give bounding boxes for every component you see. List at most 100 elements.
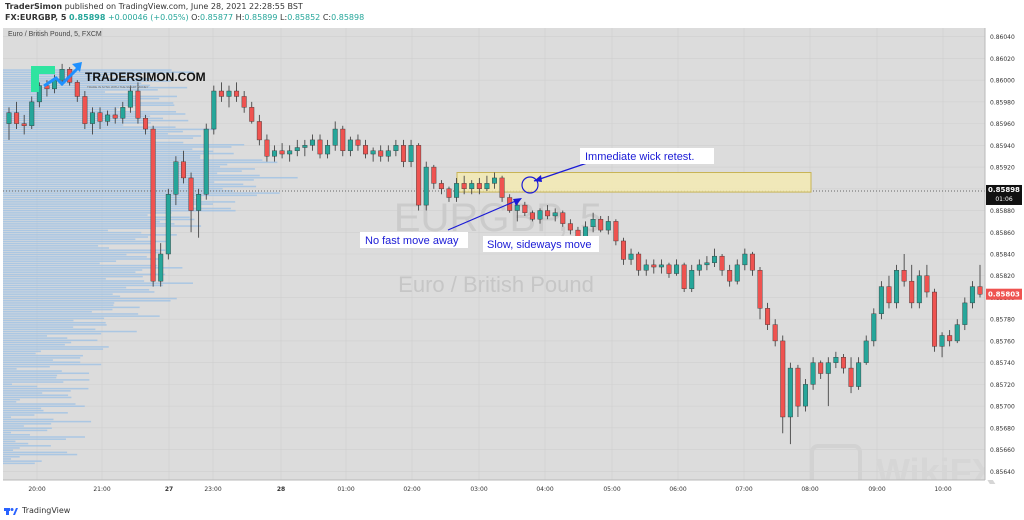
- candle-body: [620, 240, 626, 260]
- y-tick-label: 0.85980: [990, 99, 1015, 106]
- candle-body: [378, 150, 384, 157]
- x-tick-label: 09:00: [868, 486, 885, 493]
- profile-bar: [3, 357, 81, 359]
- profile-bar: [3, 449, 14, 451]
- candle-body: [969, 286, 975, 304]
- price-chart[interactable]: EURGBP, 5 Euro / British Pound WikiFX TR…: [0, 26, 1024, 502]
- profile-bar: [3, 326, 74, 328]
- profile-bar: [3, 154, 201, 157]
- candle-body: [560, 212, 566, 224]
- profile-bar: [3, 159, 263, 161]
- profile-bar: [3, 212, 172, 214]
- x-tick-label: 02:00: [403, 486, 420, 493]
- time-axis[interactable]: [3, 480, 985, 502]
- profile-bar: [3, 163, 228, 166]
- profile-bar: [3, 339, 98, 342]
- candle-body: [499, 177, 505, 198]
- candle-body: [871, 313, 877, 342]
- candle-body: [696, 264, 702, 271]
- profile-bar: [3, 135, 202, 137]
- candle-body: [89, 112, 95, 124]
- x-tick-label: 06:00: [669, 486, 686, 493]
- profile-bar: [3, 192, 280, 194]
- candle-body: [461, 183, 467, 190]
- profile-bar: [3, 275, 143, 278]
- candle-body: [727, 270, 733, 282]
- candle-body: [135, 90, 141, 119]
- y-tick-label: 0.85880: [990, 208, 1015, 215]
- y-tick-label: 0.85760: [990, 338, 1015, 345]
- logo: TRADERSIMON.COM TRADE IN SYNC WITH THE S…: [31, 62, 206, 92]
- candle-body: [613, 221, 619, 242]
- current-price-box: [986, 184, 1022, 205]
- candle-body: [529, 212, 535, 220]
- no-fast-move-arrowhead-icon: [513, 198, 522, 206]
- profile-bar: [3, 231, 142, 234]
- candle-body: [590, 219, 596, 228]
- profile-bar: [3, 278, 106, 280]
- profile-bar: [3, 238, 136, 241]
- candle-body: [294, 147, 300, 151]
- price-labels: 0.85898 01:06 0.85803: [986, 184, 1022, 300]
- price-axis-ticks: 0.86040 0.86020 0.86000 0.85980 0.85960 0.859…: [990, 34, 1015, 476]
- profile-bar: [3, 122, 151, 124]
- publisher-name: TraderSimon: [5, 2, 63, 11]
- profile-bar: [3, 71, 194, 74]
- profile-bar: [3, 379, 90, 381]
- y-tick-label: 0.85780: [990, 317, 1015, 324]
- profile-bar: [3, 150, 214, 153]
- annotation-box-sideways: [483, 236, 599, 252]
- current-price-timer: 01:06: [995, 196, 1012, 203]
- candle-body: [408, 145, 414, 162]
- profile-bar: [3, 174, 260, 177]
- profile-bar: [3, 289, 150, 291]
- candle-body: [340, 128, 346, 151]
- annotation-box-nofast: [360, 232, 468, 248]
- profile-bar: [3, 407, 42, 410]
- candle-body: [158, 253, 164, 282]
- x-tick-label: 27: [165, 486, 173, 493]
- retest-zone[interactable]: [456, 172, 812, 193]
- candle-body: [234, 90, 240, 97]
- profile-bar: [3, 196, 196, 199]
- publish-line: TraderSimon published on TradingView.com…: [5, 2, 303, 11]
- no-fast-move-arrow: [447, 199, 519, 231]
- profile-bar: [3, 168, 255, 170]
- profile-bar: [3, 93, 130, 95]
- profile-bar: [3, 372, 90, 375]
- profile-bar: [3, 374, 58, 377]
- annotation-no-fast-move: No fast move away: [365, 235, 459, 247]
- profile-bar: [3, 251, 161, 254]
- profile-bar: [3, 343, 65, 346]
- candle-body: [757, 270, 763, 309]
- profile-bar: [3, 337, 68, 339]
- profile-bar: [3, 425, 24, 427]
- profile-bar: [3, 398, 20, 401]
- candle-body: [863, 340, 869, 363]
- profile-bar: [3, 420, 92, 423]
- candle-body: [840, 357, 846, 369]
- profile-bar: [3, 216, 190, 219]
- profile-bar: [3, 262, 100, 265]
- profile-bar: [3, 240, 169, 243]
- candle-body: [567, 223, 573, 231]
- profile-bar: [3, 256, 147, 258]
- candle-body: [385, 150, 391, 157]
- tradingview-brand: TradingView: [22, 506, 71, 515]
- watermark-name: Euro / British Pound: [398, 272, 594, 297]
- candle-body: [605, 221, 611, 231]
- candle-body: [476, 183, 482, 190]
- profile-bar: [3, 284, 164, 287]
- profile-bar: [3, 376, 57, 379]
- candle-body: [636, 253, 642, 271]
- profile-bar: [3, 313, 139, 315]
- profile-bar: [3, 170, 242, 172]
- candle-body: [734, 264, 740, 282]
- profile-bar: [3, 409, 44, 412]
- time-axis-ticks: 20:00 21:00 27 23:00 28 01:00 02:00 03:00 04:00 0…: [28, 486, 951, 493]
- candle-body: [112, 114, 118, 119]
- y-tick-label: 0.85680: [990, 425, 1015, 432]
- logo-arrow-icon: [43, 66, 80, 88]
- price-axis[interactable]: [985, 28, 1024, 480]
- candle-body: [82, 96, 88, 124]
